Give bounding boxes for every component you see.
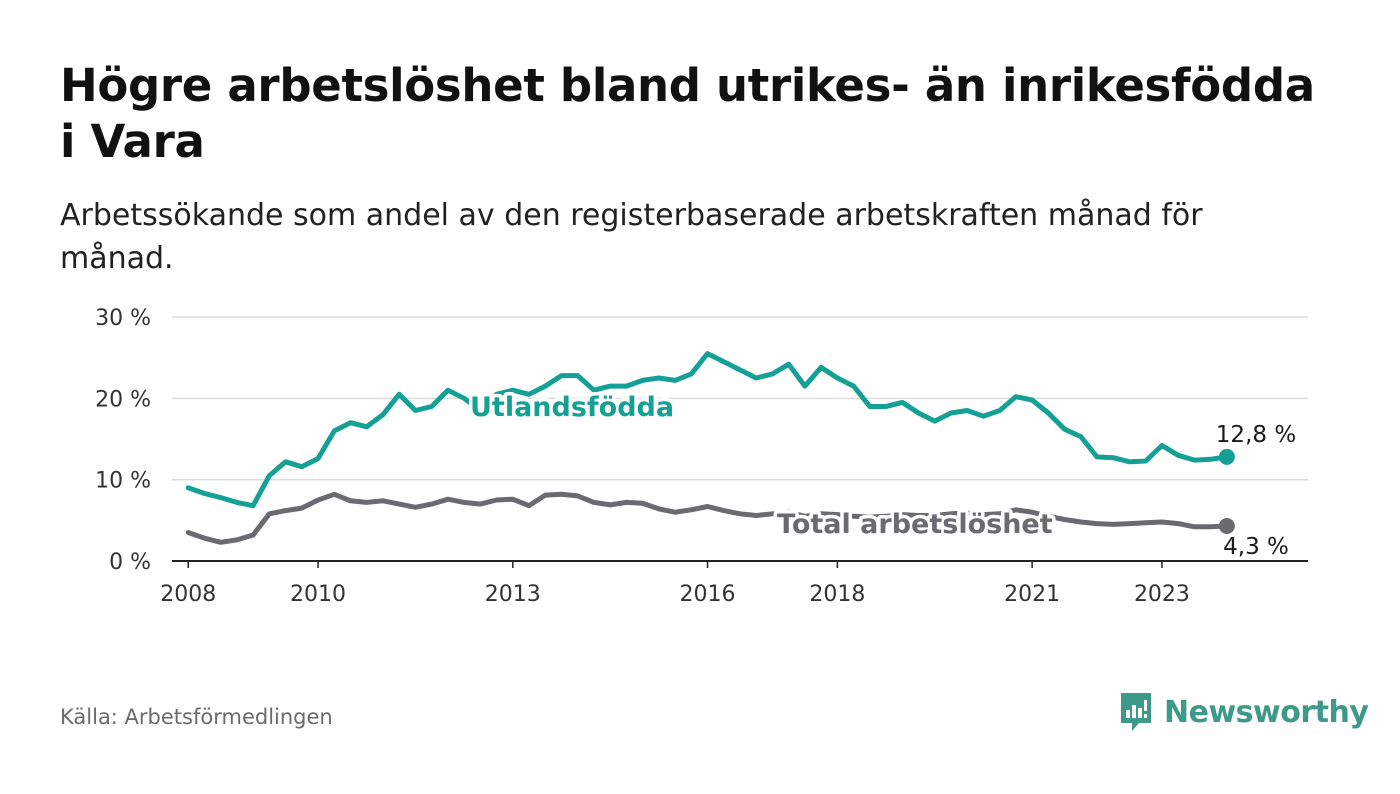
series-name-label: Utlandsfödda (470, 392, 674, 423)
chart-subtitle: Arbetssökande som andel av den registerb… (60, 198, 1203, 276)
series-end-point (1218, 448, 1235, 465)
x-tick-label: 2010 (290, 582, 346, 607)
page-title: Högre arbetslöshet bland utrikes- än inr… (60, 59, 1315, 168)
series-lines (185, 351, 1235, 545)
x-tick-label: 2016 (680, 582, 736, 607)
brand-name: Newsworthy (1164, 694, 1369, 730)
y-tick-label: 10 % (95, 469, 151, 494)
y-tick-label: 20 % (95, 387, 151, 412)
brand-logo: Newsworthy (1118, 690, 1369, 734)
series-line-utlandsfodda (185, 351, 1230, 509)
series-labels: 12,8 % 4,3 % Utlandsfödda Total arbetslöshe… (467, 389, 1299, 563)
x-tick-label: 2023 (1134, 582, 1190, 607)
newsworthy-logo-icon (1121, 693, 1151, 731)
series-end-label: 12,8 % (1216, 422, 1296, 448)
series-line-total (185, 491, 1230, 545)
series-end-label: 4,3 % (1223, 534, 1289, 560)
line-chart: 0 % 10 % 20 % 30 % 2008 2010 2013 2016 2018 2021… (95, 306, 1308, 607)
x-axis-labels: 2008 2010 2013 2016 2018 2021 2023 (160, 561, 1190, 607)
source-note: Källa: Arbetsförmedlingen (60, 705, 333, 729)
x-tick-label: 2021 (1004, 582, 1060, 607)
series-end-point (1218, 518, 1235, 535)
x-tick-label: 2013 (485, 582, 541, 607)
y-axis-labels: 0 % 10 % 20 % 30 % (95, 306, 151, 575)
x-tick-label: 2008 (160, 582, 216, 607)
x-tick-label: 2018 (809, 582, 865, 607)
series-name-label: Total arbetslöshet (777, 509, 1053, 540)
y-tick-label: 0 % (109, 550, 151, 575)
y-tick-label: 30 % (95, 306, 151, 331)
grid-lines (172, 316, 1308, 562)
